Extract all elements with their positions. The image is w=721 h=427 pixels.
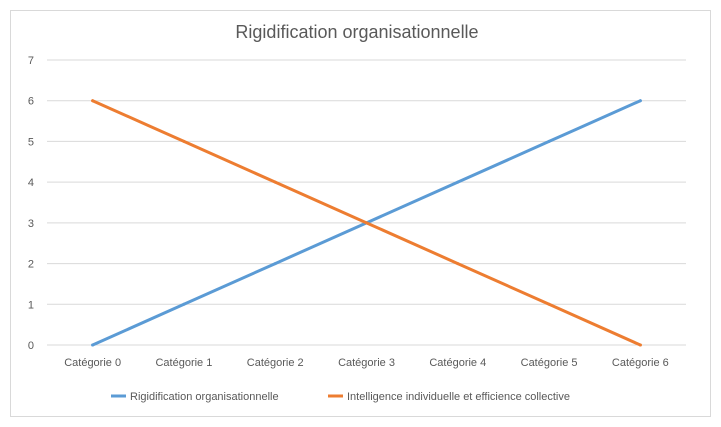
x-tick-label: Catégorie 4 (429, 357, 486, 369)
legend: Rigidification organisationnelle Intellig… (111, 391, 570, 403)
x-tick-label: Catégorie 2 (247, 357, 304, 369)
chart-title: Rigidification organisationnelle (235, 22, 478, 42)
data-point (365, 221, 368, 225)
data-point (547, 139, 551, 143)
y-tick-label: 5 (28, 136, 34, 148)
y-tick-label: 3 (28, 218, 34, 230)
legend-label: Intelligence individuelle et efficience … (347, 391, 570, 403)
data-point (91, 343, 95, 347)
y-tick-label: 7 (28, 55, 34, 67)
data-point (456, 262, 460, 266)
legend-label: Rigidification organisationnelle (130, 391, 279, 403)
grid-lines (47, 59, 686, 346)
data-point (182, 302, 186, 306)
x-tick-label: Catégorie 0 (64, 357, 121, 369)
y-axis-ticks: 0 1 2 3 4 5 6 7 (28, 55, 34, 352)
data-point (456, 180, 460, 184)
y-tick-label: 4 (28, 177, 34, 189)
y-tick-label: 2 (28, 259, 34, 271)
x-tick-label: Catégorie 5 (521, 357, 578, 369)
y-tick-label: 1 (28, 299, 34, 311)
data-point (547, 302, 551, 306)
y-tick-label: 0 (28, 340, 34, 352)
y-tick-label: 6 (28, 96, 34, 108)
x-tick-label: Catégorie 6 (612, 357, 669, 369)
x-tick-label: Catégorie 1 (155, 357, 212, 369)
x-tick-label: Catégorie 3 (338, 357, 395, 369)
data-point (273, 180, 277, 184)
series-lines (91, 99, 642, 347)
chart-frame (10, 10, 711, 417)
data-point (273, 262, 277, 266)
x-axis-ticks: Catégorie 0 Catégorie 1 Catégorie 2 Catégor… (64, 357, 669, 369)
data-point (638, 99, 642, 103)
data-point (91, 99, 95, 103)
data-point (638, 343, 642, 347)
data-point (182, 139, 186, 143)
